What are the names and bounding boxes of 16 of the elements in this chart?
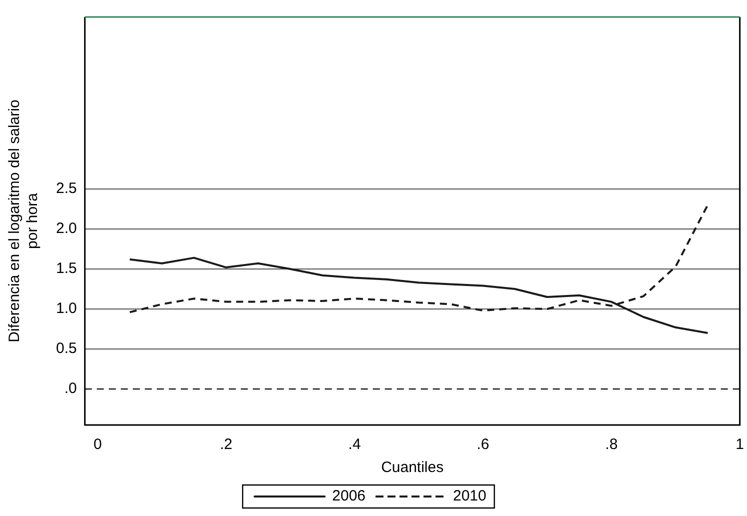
y-axis-title: Diferencia en el logaritmo del salario por hora [6,100,42,342]
y-tick-label: 1.0 [56,300,77,318]
x-tick-label: .8 [605,436,618,454]
x-tick-label: .4 [348,436,361,454]
x-tick-label: .6 [476,436,490,454]
y-tick-label: 1.5 [56,260,77,278]
legend-label: 2010 [453,488,486,505]
x-tick-label: 0 [94,436,102,454]
x-tick-label: .2 [220,436,232,454]
x-axis-title: Cuantiles [381,459,444,476]
y-tick-label: 2.5 [56,180,77,198]
y-tick-label: 2.0 [56,220,77,238]
y-tick-label: .0 [64,380,77,398]
legend-label: 2006 [332,488,366,505]
y-tick-label: 0.5 [56,340,77,358]
x-tick-label: 1 [736,436,744,454]
